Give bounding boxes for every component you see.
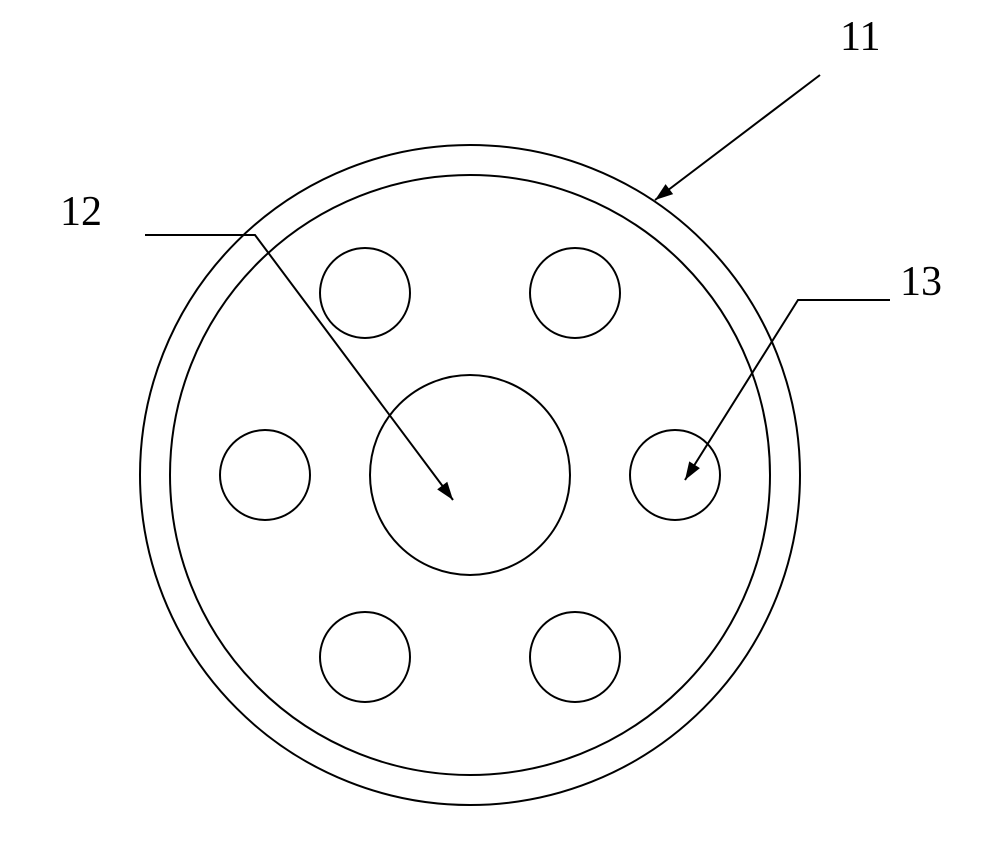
mechanical-diagram: 11 12 13 <box>0 0 1000 851</box>
callout-label: 12 <box>60 189 102 235</box>
callout-label: 11 <box>840 14 880 60</box>
callout-label: 13 <box>900 259 942 305</box>
